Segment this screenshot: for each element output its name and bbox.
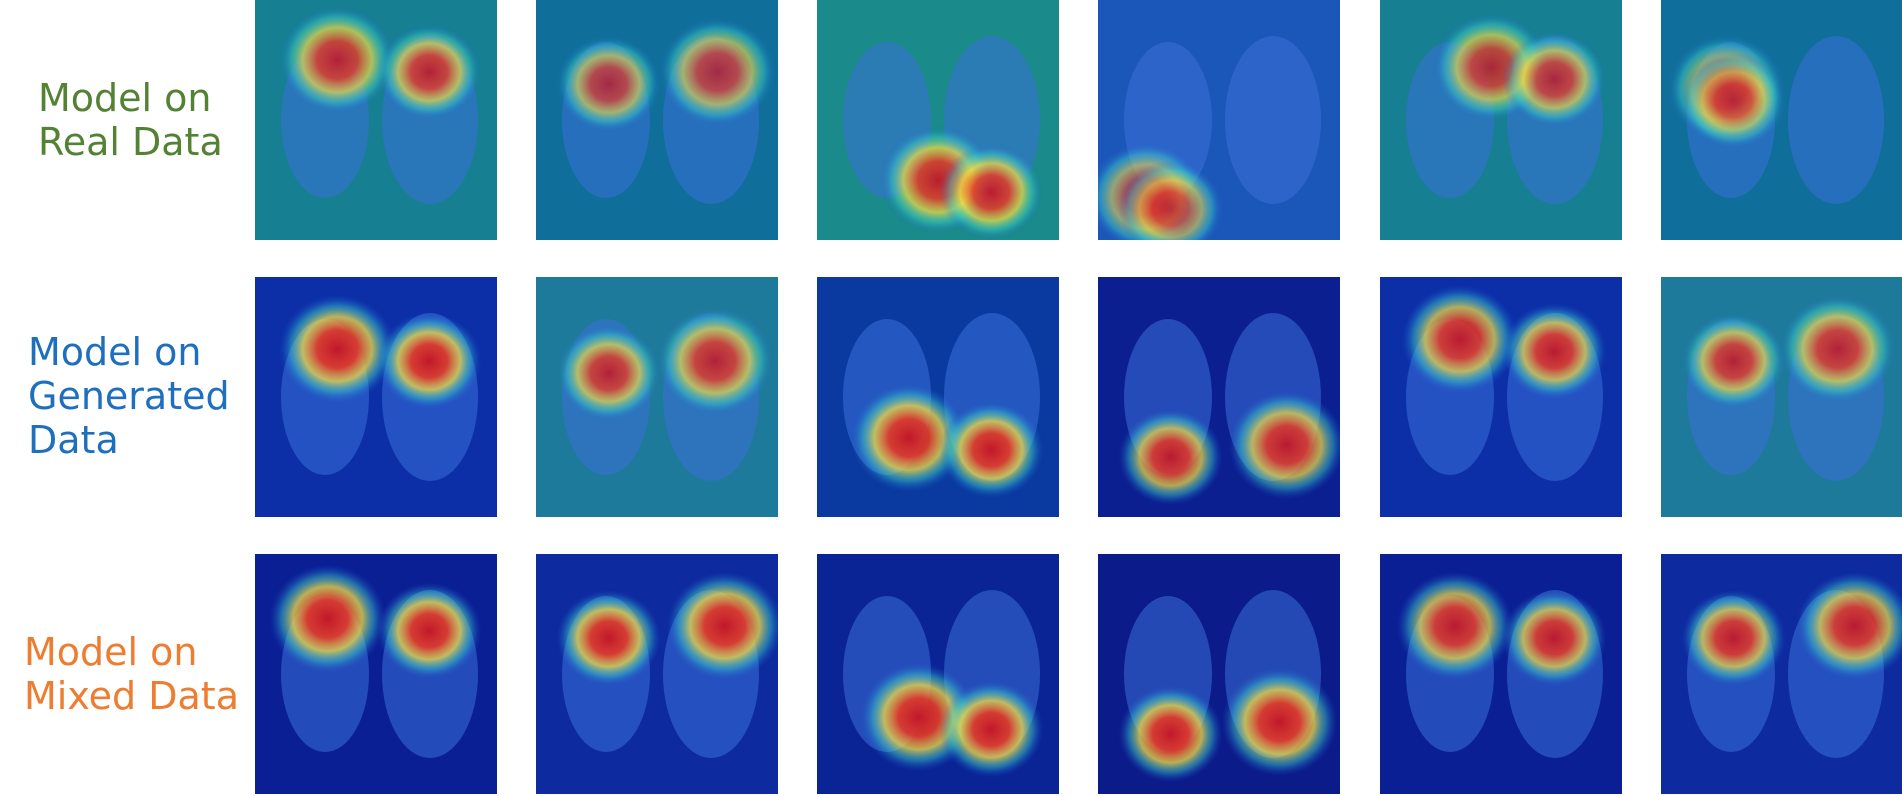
heatmap-tile bbox=[1098, 554, 1340, 794]
heatmap-tile bbox=[1661, 0, 1902, 240]
heatmap-tile bbox=[536, 0, 778, 240]
heatmap-image bbox=[536, 277, 778, 517]
heatmap-image bbox=[536, 0, 778, 240]
heatmap-tile bbox=[536, 277, 778, 517]
heatmap-image bbox=[817, 554, 1059, 794]
heatmap-tile bbox=[817, 277, 1059, 517]
heatmap-image bbox=[1098, 0, 1340, 240]
row-label-generated: Model on Generated Data bbox=[28, 330, 230, 462]
heatmap-tile bbox=[1661, 277, 1902, 517]
row-generated: Model on Generated Data bbox=[0, 277, 1902, 517]
row-mixed: Model on Mixed Data bbox=[0, 554, 1902, 794]
heatmap-tile bbox=[255, 554, 497, 794]
heatmap-image bbox=[255, 0, 497, 240]
heatmap-image bbox=[1098, 554, 1340, 794]
heatmap-image bbox=[1380, 277, 1622, 517]
heatmap-tile bbox=[1661, 554, 1902, 794]
heatmap-tile bbox=[1098, 277, 1340, 517]
heatmap-tile bbox=[1380, 277, 1622, 517]
heatmap-image bbox=[255, 554, 497, 794]
heatmap-tile bbox=[536, 554, 778, 794]
heatmap-tile bbox=[255, 277, 497, 517]
heatmap-image bbox=[817, 277, 1059, 517]
row-label-mixed: Model on Mixed Data bbox=[24, 630, 239, 718]
heatmap-tile bbox=[1380, 0, 1622, 240]
row-label-real: Model on Real Data bbox=[38, 76, 223, 164]
heatmap-image bbox=[255, 277, 497, 517]
row-real: Model on Real Data bbox=[0, 0, 1902, 240]
heatmap-tile bbox=[817, 0, 1059, 240]
heatmap-image bbox=[1098, 277, 1340, 517]
heatmap-image bbox=[1380, 0, 1622, 240]
heatmap-image bbox=[817, 0, 1059, 240]
heatmap-image bbox=[536, 554, 778, 794]
heatmap-image bbox=[1380, 554, 1622, 794]
heatmap-tile bbox=[1098, 0, 1340, 240]
heatmap-image bbox=[1661, 554, 1902, 794]
heatmap-tile bbox=[1380, 554, 1622, 794]
heatmap-tile bbox=[817, 554, 1059, 794]
heatmap-image bbox=[1661, 0, 1902, 240]
heatmap-image bbox=[1661, 277, 1902, 517]
heatmap-tile bbox=[255, 0, 497, 240]
